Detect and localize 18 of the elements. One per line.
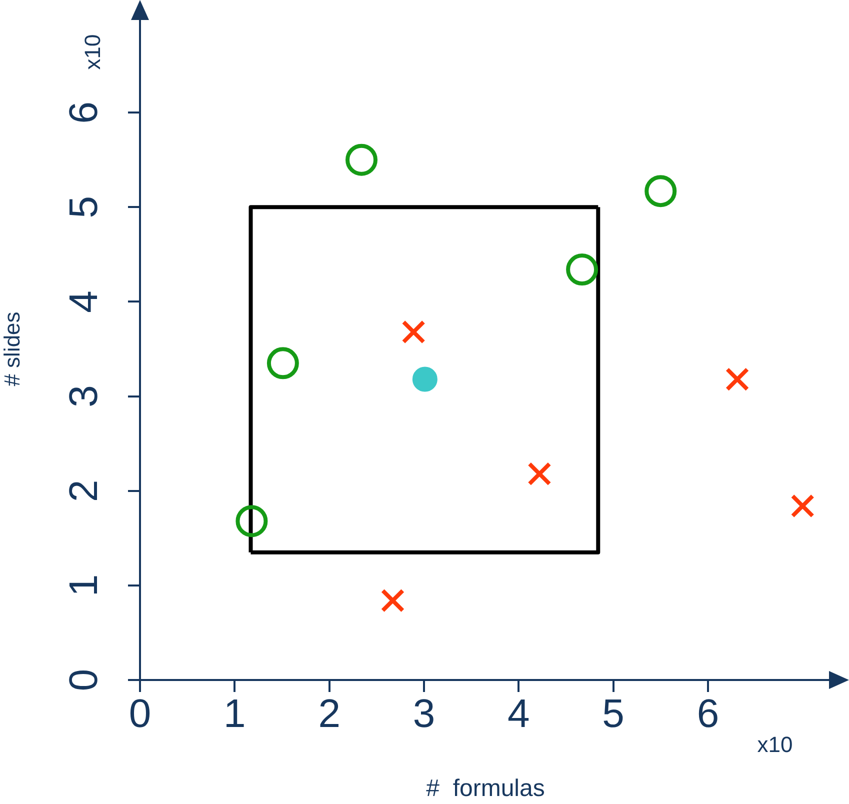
x-tick-label: 4 — [508, 692, 530, 736]
x-tick-label: 5 — [602, 692, 624, 736]
text: x10 — [757, 732, 793, 758]
y-tick-label: 3 — [62, 385, 106, 408]
x-tick-label: 0 — [128, 692, 152, 736]
x-tick-label: 3 — [412, 692, 436, 736]
x-tick-label: 6 — [696, 692, 720, 736]
y-tick-label: 6 — [62, 101, 106, 124]
y-tick-label: 4 — [62, 290, 106, 313]
y-tick-label: 2 — [62, 480, 106, 502]
y-tick-label: 0 — [62, 668, 106, 692]
y-axis-title: # slides — [0, 312, 24, 386]
y-tick-label: 5 — [62, 196, 106, 218]
text: x10 — [80, 34, 106, 70]
x-axis-title: # formulas — [426, 775, 545, 802]
y-tick-label: 1 — [62, 574, 106, 597]
x-tick-label: 1 — [224, 692, 246, 736]
x-tick-label: 2 — [318, 692, 340, 736]
